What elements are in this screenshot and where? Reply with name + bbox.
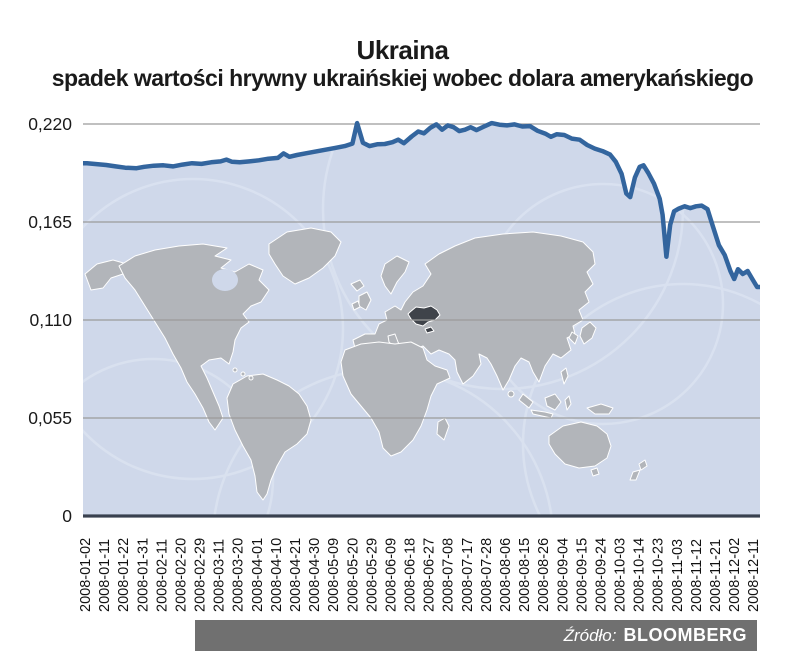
x-axis-label: 2008-03-20 xyxy=(230,537,247,612)
map-australia xyxy=(548,421,612,469)
x-axis-label: 2008-05-09 xyxy=(326,537,343,612)
x-axis-label: 2008-11-03 xyxy=(669,538,686,612)
x-axis-label: 2008-04-30 xyxy=(307,537,324,612)
source-bar: Źródło: BLOOMBERG xyxy=(195,620,757,651)
map-caribbean-island xyxy=(232,367,238,373)
x-axis-label: 2008-10-03 xyxy=(612,537,629,612)
x-axis-label: 2008-05-29 xyxy=(364,537,381,612)
x-axis-label: 2008-07-08 xyxy=(440,537,457,612)
x-axis-label: 2008-04-10 xyxy=(268,537,285,612)
source-prefix: Źródło: xyxy=(563,625,617,645)
map-java xyxy=(530,409,554,419)
x-axis-label: 2008-07-17 xyxy=(459,537,476,612)
x-axis-label: 2008-10-14 xyxy=(631,537,648,612)
page-title: Ukraina xyxy=(356,35,449,65)
x-axis-label: 2008-03-11 xyxy=(211,538,228,612)
x-axis-label: 2008-04-21 xyxy=(288,537,304,612)
map-scandinavia xyxy=(380,255,410,295)
x-axis-label: 2008-10-23 xyxy=(650,537,667,612)
map-new-guinea xyxy=(586,403,614,415)
world-map xyxy=(84,227,648,501)
x-axis-label: 2008-06-18 xyxy=(402,537,419,612)
x-axis-label: 2008-09-24 xyxy=(593,537,610,612)
y-axis-label: 0,165 xyxy=(28,212,72,232)
map-iceland xyxy=(350,279,365,292)
x-axis-label: 2008-08-06 xyxy=(498,537,514,612)
y-axis-label: 0 xyxy=(62,506,72,526)
y-axis-label: 0,055 xyxy=(28,408,72,428)
map-sumatra xyxy=(518,393,534,409)
x-axis-label: 2008-02-20 xyxy=(173,537,190,612)
map-eurasia xyxy=(352,231,596,391)
y-axis-label: 0,110 xyxy=(29,310,73,330)
gridlines xyxy=(83,123,760,419)
chart-header: Ukraina spadek wartości hrywny ukraiński… xyxy=(0,36,805,93)
map-korea xyxy=(568,331,579,345)
x-axis-label: 2008-05-20 xyxy=(345,537,362,612)
map-hudson-bay xyxy=(212,269,238,291)
map-north-america xyxy=(118,243,270,431)
map-new-zealand xyxy=(638,459,648,471)
map-sri-lanka xyxy=(507,390,515,398)
x-axis-label: 2008-01-02 xyxy=(78,537,94,612)
exchange-rate-chart xyxy=(83,120,760,518)
map-africa xyxy=(340,341,451,457)
x-axis-label: 2008-01-22 xyxy=(116,537,133,612)
page-subtitle: spadek wartości hrywny ukraińskiej wobec… xyxy=(51,65,754,91)
x-axis-label: 2008-04-01 xyxy=(249,537,266,612)
map-caribbean-island xyxy=(248,375,254,381)
x-axis-label: 2008-06-27 xyxy=(421,537,438,612)
x-axis-label: 2008-08-26 xyxy=(536,537,553,612)
x-axis-label: 2008-06-09 xyxy=(383,537,400,612)
x-axis-label: 2008-02-29 xyxy=(192,537,209,612)
map-philippines xyxy=(560,367,569,385)
map-tasmania xyxy=(590,467,600,477)
map-new-zealand xyxy=(629,469,641,481)
x-axis-label: 2008-11-12 xyxy=(688,538,705,612)
map-greenland xyxy=(268,227,342,285)
map-caribbean-island xyxy=(240,371,246,377)
y-axis-label: 0,220 xyxy=(28,114,72,134)
map-sulawesi xyxy=(564,395,572,411)
map-south-america xyxy=(226,373,312,501)
x-axis-label: 2008-01-31 xyxy=(135,537,152,612)
x-axis-label: 2008-12-02 xyxy=(727,537,744,612)
x-axis-line xyxy=(83,514,760,518)
map-madagascar xyxy=(436,417,450,441)
x-axis-label: 2008-09-04 xyxy=(555,537,572,612)
map-borneo xyxy=(544,393,562,411)
x-axis-label: 2008-07-28 xyxy=(478,537,495,612)
map-japan xyxy=(579,321,597,345)
data-line xyxy=(83,120,760,290)
x-axis-label: 2008-11-21 xyxy=(708,538,724,612)
x-axis-label: 2008-08-15 xyxy=(517,537,534,612)
x-axis-label: 2008-01-11 xyxy=(97,538,114,612)
x-axis-label: 2008-12-11 xyxy=(746,538,763,612)
x-axis-label: 2008-09-15 xyxy=(574,537,591,612)
source-name: BLOOMBERG xyxy=(623,625,747,645)
map-ireland xyxy=(351,300,361,311)
x-axis-label: 2008-02-11 xyxy=(154,538,171,612)
